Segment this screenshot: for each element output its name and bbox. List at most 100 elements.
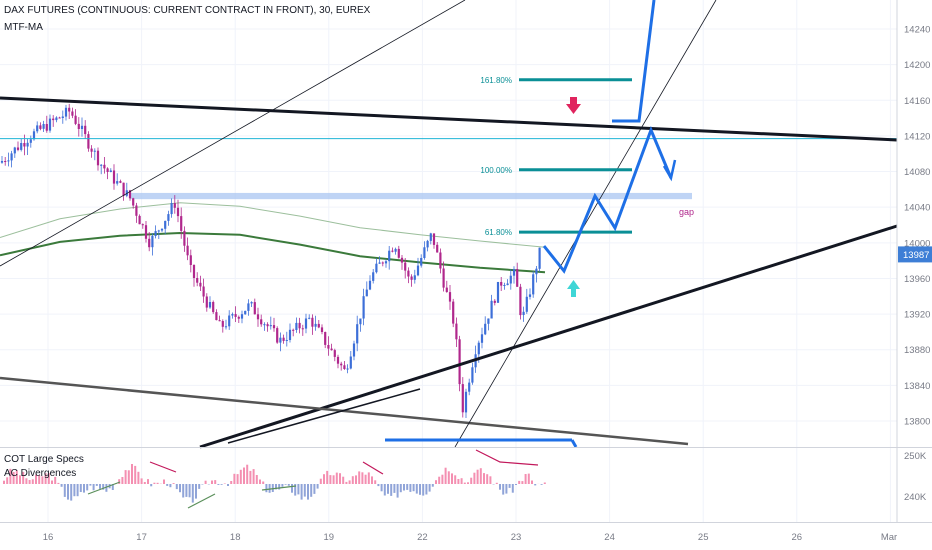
price-tick-label: 13960 (904, 274, 930, 285)
histogram-bar (134, 465, 137, 484)
histogram-bar (102, 484, 105, 490)
histogram-bar (473, 472, 476, 484)
candle-body (199, 282, 202, 287)
candle-body (477, 342, 480, 355)
candle-body (20, 143, 23, 150)
candle-body (292, 329, 295, 331)
histogram-bar (38, 475, 41, 484)
histogram-bar (307, 484, 309, 500)
histogram-bar (499, 484, 501, 490)
histogram-bar (377, 484, 380, 487)
candle-body (423, 247, 426, 258)
chart-title: DAX FUTURES (CONTINUOUS: CURRENT CONTRAC… (4, 5, 371, 16)
candle-body (260, 319, 263, 325)
histogram-bar (364, 474, 367, 484)
candle-body (109, 170, 112, 172)
candle-body (484, 323, 487, 335)
histogram-bar (409, 484, 412, 492)
candle-body (362, 296, 365, 319)
candle-body (304, 318, 308, 329)
histogram-bar (220, 484, 223, 485)
candle-body (231, 314, 234, 316)
histogram-bar (342, 476, 345, 484)
price-tick-label: 14160 (904, 96, 930, 107)
candle-body (535, 268, 538, 275)
histogram-bar (243, 467, 245, 484)
histogram-bar (396, 484, 399, 498)
candle-body (23, 143, 26, 147)
histogram-bar (489, 476, 492, 484)
histogram-bar (470, 477, 473, 484)
candle-body (493, 300, 496, 303)
histogram-bar (451, 473, 453, 484)
candle-body (276, 328, 279, 343)
candle-body (141, 224, 144, 226)
histogram-bar (502, 484, 505, 495)
candle-body (528, 294, 532, 297)
candle-body (93, 150, 96, 152)
histogram-bar (172, 483, 175, 484)
histogram-bar (188, 484, 191, 498)
candle-body (496, 282, 500, 303)
candle-body (391, 250, 394, 252)
histogram-bar (211, 480, 213, 484)
candle-body (295, 322, 298, 330)
histogram-bar (447, 471, 450, 484)
histogram-bar (179, 484, 181, 493)
histogram-bar (486, 474, 489, 484)
histogram-bar (54, 476, 57, 484)
current-price-tag (898, 246, 932, 263)
candle-body (208, 302, 212, 308)
histogram-bar (313, 484, 316, 494)
candle-body (503, 285, 506, 286)
sub-pane-label-cot: COT Large Specs (4, 454, 84, 465)
candle-body (416, 265, 420, 276)
candle-body (212, 302, 215, 313)
projection-path (542, 0, 677, 297)
histogram-bar (92, 484, 95, 491)
current-price-label: 13987 (903, 250, 929, 261)
candle-body (0, 161, 4, 163)
candle-body (138, 215, 141, 225)
candle-body (442, 268, 445, 288)
candle-body (410, 276, 413, 280)
histogram-bar (438, 476, 441, 484)
histogram-bar (457, 479, 460, 484)
candle-body (448, 292, 452, 302)
candle-body (516, 269, 519, 287)
candle-body (29, 139, 32, 143)
arrow-down-marker (566, 97, 581, 114)
arrow-up-marker (567, 280, 580, 297)
candle-body (253, 302, 256, 315)
time-tick-label: 18 (230, 532, 241, 543)
candle-body (320, 327, 324, 332)
histogram-bar (303, 484, 306, 497)
candle-body (80, 125, 84, 129)
histogram-bar (47, 473, 50, 484)
histogram-bar (70, 484, 73, 501)
candle-body (285, 340, 288, 341)
candle-body (381, 262, 384, 264)
candle-body (464, 391, 468, 413)
histogram-bar (524, 474, 527, 484)
histogram-bar (345, 481, 348, 484)
time-tick-label: 24 (604, 532, 615, 543)
candle-body (183, 230, 186, 246)
candle-body (32, 131, 36, 140)
candle-body (282, 337, 285, 341)
candle-body (71, 111, 74, 116)
upper-trendline (0, 96, 898, 142)
histogram-bar (121, 477, 124, 484)
histogram-bar (367, 472, 370, 484)
candle-body (189, 255, 192, 265)
trend-drawings (0, 0, 898, 449)
candle-body (68, 107, 71, 112)
histogram-bar (239, 469, 242, 484)
candle-body (436, 244, 439, 253)
candle-body (192, 265, 196, 278)
divergence-line (187, 493, 216, 509)
divergence-line (149, 461, 177, 473)
candle-body (509, 275, 512, 284)
